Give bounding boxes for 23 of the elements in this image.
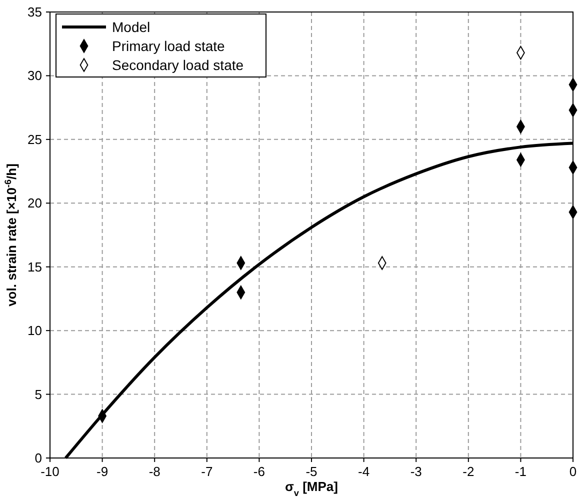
y-tick-label: 0 [34, 450, 42, 466]
x-tick-label: -1 [514, 464, 526, 479]
x-tick-label: -10 [40, 464, 60, 479]
x-tick-label: -5 [306, 464, 318, 479]
y-tick-label: 10 [28, 323, 42, 338]
x-tick-label: -8 [148, 464, 160, 479]
x-tick-label: -3 [410, 464, 422, 479]
x-tick-label: -2 [462, 464, 474, 479]
y-tick-label: 20 [28, 196, 42, 211]
y-tick-label: 35 [28, 4, 42, 20]
x-tick-label: -7 [201, 464, 213, 479]
x-tick-label: -4 [358, 464, 370, 479]
y-tick-label: 15 [28, 259, 42, 274]
legend-label: Secondary load state [112, 57, 244, 73]
x-tick-label: 0 [569, 464, 577, 479]
y-tick-label: 5 [34, 386, 42, 402]
x-tick-label: -9 [96, 464, 108, 479]
x-tick-label: -6 [253, 464, 265, 479]
x-axis-title: σ$_{v}$ [MPa] [285, 479, 338, 498]
legend-label: Model [112, 19, 150, 35]
y-tick-label: 25 [28, 132, 42, 147]
y-tick-label: 30 [28, 68, 42, 84]
legend-label: Primary load state [112, 38, 226, 54]
